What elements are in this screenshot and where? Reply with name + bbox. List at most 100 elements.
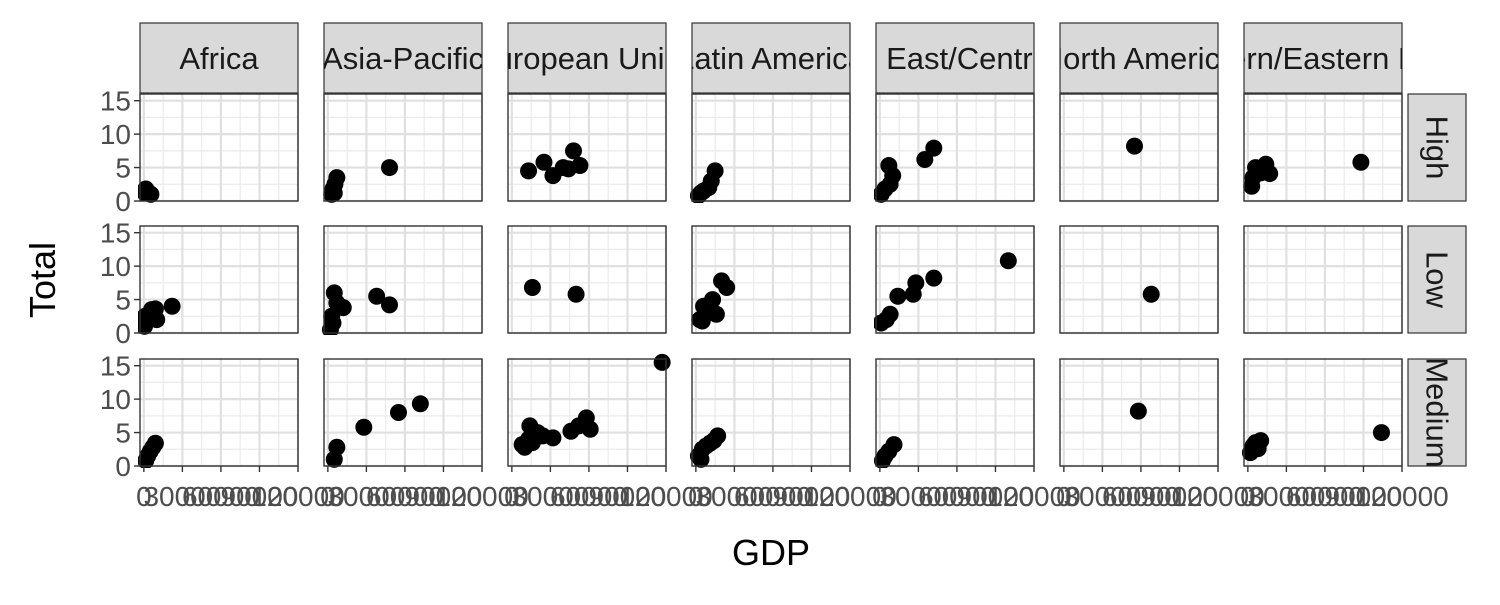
row-strip-label-group: Medium <box>1420 359 1455 466</box>
y-tick-label: 10 <box>100 251 131 282</box>
panel-background <box>324 94 482 201</box>
facet-strip-5 <box>1059 22 1219 94</box>
data-point <box>692 450 710 468</box>
data-point <box>411 395 429 413</box>
data-point <box>567 285 585 303</box>
x-tick-label: 120000 <box>1171 481 1264 512</box>
panel-background <box>508 94 666 201</box>
data-point <box>355 418 373 436</box>
panel-border <box>139 225 299 334</box>
x-axis-title: GDP <box>732 532 810 573</box>
data-point <box>381 296 399 314</box>
x-tick-label: 0 <box>1240 481 1256 512</box>
x-tick-label: 30000 <box>511 481 589 512</box>
facet-strip-label: Southern/Eastern Europe <box>1148 41 1498 76</box>
data-point <box>693 312 711 330</box>
x-tick-label: 60000 <box>550 481 628 512</box>
row-strip-2 <box>1407 358 1467 467</box>
panel-border <box>691 225 851 334</box>
data-point <box>544 429 562 447</box>
panel-border <box>507 93 667 202</box>
x-tick-label: 120000 <box>1355 481 1448 512</box>
panel-background <box>140 94 298 201</box>
x-tick-label: 90000 <box>773 481 851 512</box>
data-point <box>925 139 943 157</box>
x-tick-label: 90000 <box>957 481 1035 512</box>
panel-border <box>691 358 851 467</box>
x-tick-label: 120000 <box>987 481 1080 512</box>
x-tick-label: 30000 <box>1247 481 1325 512</box>
data-point <box>520 162 538 180</box>
x-tick-label: 0 <box>688 481 704 512</box>
data-point <box>1126 137 1144 155</box>
data-point <box>328 438 346 456</box>
data-point <box>390 404 408 421</box>
y-tick-label: 5 <box>115 418 131 449</box>
facet-strip-3 <box>691 22 851 94</box>
facet-strip-label: North America <box>1041 41 1238 76</box>
y-axis-title: Total <box>22 242 63 318</box>
y-tick-label: 0 <box>115 318 131 349</box>
data-point <box>328 169 346 187</box>
data-point <box>581 420 599 438</box>
facet-strip-label: Asia-Pacific <box>322 41 484 76</box>
data-point <box>999 252 1017 270</box>
y-tick-label: 10 <box>100 119 131 150</box>
x-tick-label: 30000 <box>143 481 221 512</box>
x-tick-label: 60000 <box>366 481 444 512</box>
data-point <box>146 434 164 452</box>
data-point <box>704 291 722 309</box>
data-point <box>334 299 352 317</box>
panel-border <box>139 93 299 202</box>
data-point <box>709 427 727 445</box>
data-point <box>692 184 710 202</box>
data-point <box>718 279 736 297</box>
y-tick-label: 15 <box>100 218 131 249</box>
panel-background <box>324 226 482 333</box>
x-tick-label: 120000 <box>619 481 712 512</box>
data-point <box>138 184 154 202</box>
x-tick-label: 60000 <box>182 481 260 512</box>
panel-background <box>140 359 298 466</box>
panel-background <box>692 359 850 466</box>
data-point <box>916 151 934 169</box>
data-point <box>881 305 899 323</box>
x-tick-label: 0 <box>504 481 520 512</box>
x-tick-label: 90000 <box>589 481 667 512</box>
data-point <box>889 287 907 305</box>
panel-background <box>1244 94 1402 201</box>
data-point <box>653 353 671 371</box>
panel-background <box>1060 226 1218 333</box>
x-tick-label: 30000 <box>695 481 773 512</box>
data-point <box>1252 432 1270 450</box>
y-tick-label: 5 <box>115 285 131 316</box>
y-tick-label: 15 <box>100 86 131 117</box>
data-point <box>1352 153 1370 171</box>
row-strip-label: Low <box>1420 251 1455 308</box>
data-point <box>325 184 343 202</box>
panel-border <box>1243 93 1403 202</box>
data-point <box>535 153 553 171</box>
panel-border <box>1243 358 1403 467</box>
panel-border <box>1059 358 1219 467</box>
facet-strip-label: Latin America <box>677 41 866 76</box>
x-tick-label: 0 <box>136 481 152 512</box>
x-tick-label: 60000 <box>918 481 996 512</box>
panel-background <box>876 226 1034 333</box>
y-tick-label: 0 <box>115 451 131 482</box>
panel-background <box>1244 226 1402 333</box>
data-point <box>565 142 583 160</box>
facet-strip-4 <box>875 22 1035 94</box>
panel-border <box>139 358 299 467</box>
x-tick-label: 30000 <box>879 481 957 512</box>
panel-background <box>140 226 298 333</box>
data-point <box>138 307 154 325</box>
data-point <box>324 314 342 332</box>
data-point <box>706 162 724 180</box>
panel-border <box>1059 225 1219 334</box>
panel-border <box>1243 225 1403 334</box>
panel-border <box>507 358 667 467</box>
y-tick-label: 10 <box>100 384 131 415</box>
panel-border <box>875 93 1035 202</box>
data-point <box>925 269 943 287</box>
